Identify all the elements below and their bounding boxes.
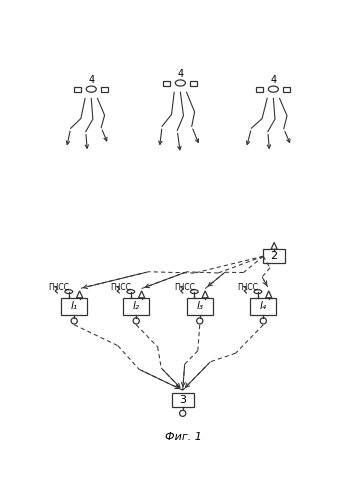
Bar [74,87,81,92]
Bar [250,298,276,315]
Text: l₂: l₂ [133,301,140,311]
Text: l₄: l₄ [260,301,267,311]
Text: 3: 3 [179,395,186,405]
Text: ГНСС: ГНСС [238,282,258,291]
Bar [187,298,213,315]
Text: 4: 4 [177,69,183,79]
Text: l₃: l₃ [196,301,203,311]
Text: ГНСС: ГНСС [111,282,131,291]
Bar [163,81,170,86]
Bar [263,250,285,263]
Bar [101,87,108,92]
Text: 2: 2 [271,251,278,261]
Text: l₁: l₁ [71,301,78,311]
Bar [61,298,87,315]
Text: ГНСС: ГНСС [49,282,69,291]
Text: Фиг. 1: Фиг. 1 [165,432,202,442]
Text: 4: 4 [270,75,276,85]
Bar [284,87,290,92]
Bar [190,81,197,86]
Text: 4: 4 [88,75,94,85]
Bar [256,87,263,92]
Bar [172,393,194,407]
Text: ГНСС: ГНСС [174,282,195,291]
Bar [123,298,149,315]
